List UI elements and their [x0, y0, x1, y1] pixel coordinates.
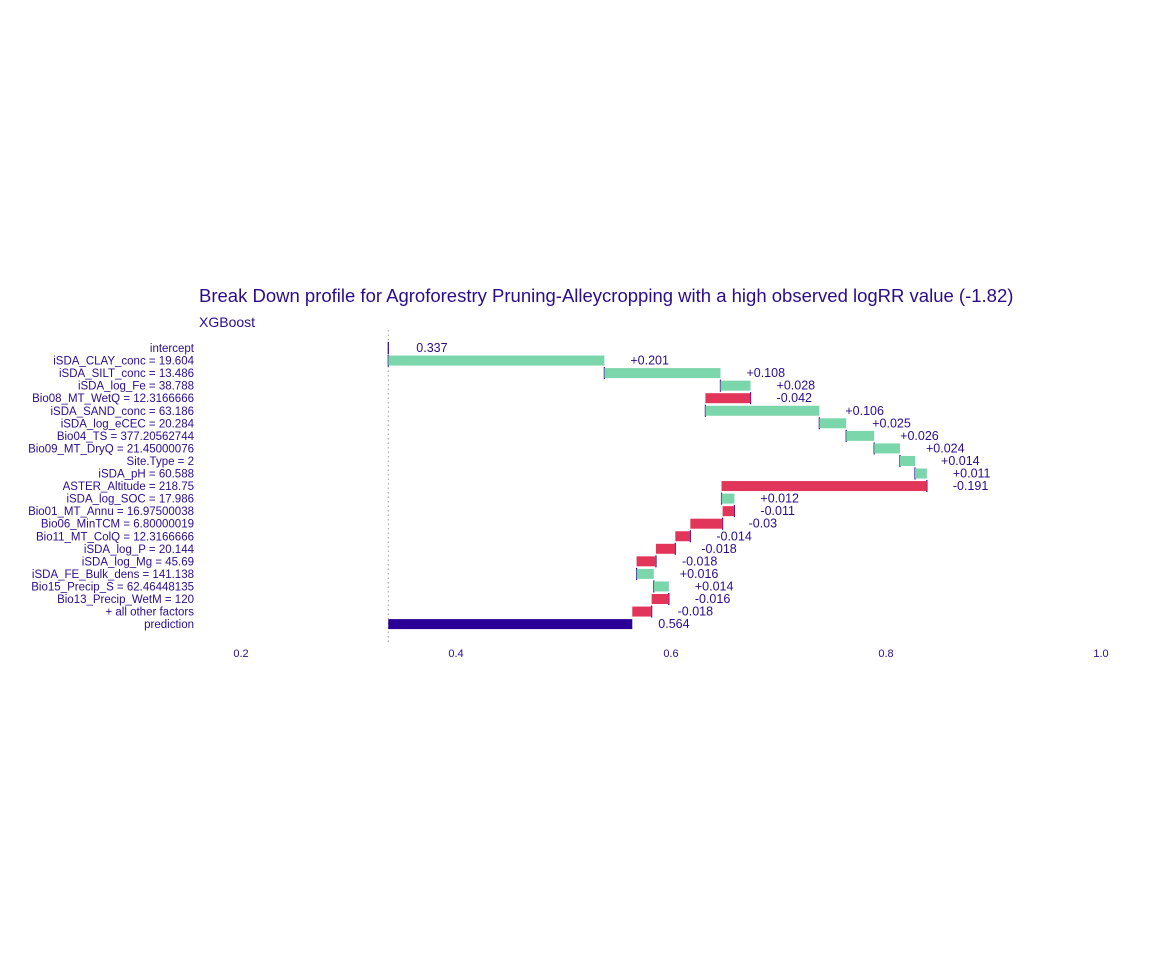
bar-19 [653, 581, 669, 592]
row-label-13: Bio01_MT_Annu = 16.97500038 [28, 506, 194, 518]
row-label-16: iSDA_log_P = 20.144 [84, 544, 195, 556]
value-label-14: -0.03 [749, 517, 778, 531]
row-label-3: iSDA_log_Fe = 38.788 [78, 381, 194, 393]
value-label-11: -0.191 [953, 479, 988, 493]
chart-subtitle: XGBoost [199, 314, 255, 330]
row-label-5: iSDA_SAND_conc = 63.186 [50, 406, 194, 418]
value-label-8: +0.024 [926, 441, 965, 455]
row-label-22: prediction [144, 619, 194, 631]
x-tick-label-2: 0.6 [663, 648, 678, 660]
row-label-9: Site.Type = 2 [127, 456, 194, 468]
bar-group [388, 355, 927, 630]
value-label-20: -0.016 [695, 592, 730, 606]
bar-12 [721, 493, 735, 504]
value-label-5: +0.106 [845, 404, 884, 418]
row-label-10: iSDA_pH = 60.588 [98, 469, 194, 481]
chart-title: Break Down profile for Agroforestry Prun… [199, 285, 1013, 306]
row-label-2: iSDA_SILT_conc = 13.486 [59, 368, 194, 380]
value-label-3: +0.028 [777, 379, 816, 393]
x-tick-label-4: 1.0 [1093, 648, 1108, 660]
bar-7 [846, 430, 875, 441]
value-label-18: +0.016 [680, 567, 719, 581]
bar-15 [675, 531, 691, 542]
row-label-0: intercept [150, 343, 195, 355]
bar-14 [690, 518, 723, 529]
value-labels: 0.337+0.201+0.108+0.028-0.042+0.106+0.02… [416, 341, 990, 631]
bar-9 [899, 455, 916, 466]
bar-6 [819, 418, 847, 429]
bar-16 [655, 543, 676, 554]
bar-3 [720, 380, 751, 391]
bar-2 [604, 368, 721, 379]
bar-22 [388, 619, 633, 630]
bar-11 [721, 481, 927, 492]
row-label-4: Bio08_MT_WetQ = 12.3166666 [32, 393, 194, 405]
row-label-17: iSDA_log_Mg = 45.69 [82, 556, 194, 568]
value-label-19: +0.014 [695, 579, 734, 593]
row-label-8: Bio09_MT_DryQ = 21.45000076 [28, 443, 194, 455]
value-label-16: -0.018 [701, 542, 736, 556]
bar-18 [636, 568, 654, 579]
value-label-22: 0.564 [658, 617, 689, 631]
value-label-17: -0.018 [682, 554, 717, 568]
bar-13 [722, 506, 735, 517]
x-tick-label-0: 0.2 [233, 648, 248, 660]
x-axis-ticks: 0.2 0.4 0.6 0.8 1.0 [233, 648, 1108, 660]
bar-10 [915, 468, 927, 479]
value-label-1: +0.201 [630, 354, 669, 368]
bar-17 [636, 556, 656, 567]
bar-21 [632, 606, 652, 617]
value-label-10: +0.011 [953, 467, 991, 481]
bar-5 [705, 405, 820, 416]
value-label-6: +0.025 [872, 416, 911, 430]
row-label-19: Bio15_Precip_S = 62.46448135 [31, 581, 194, 593]
row-label-21: + all other factors [105, 607, 194, 619]
row-label-15: Bio11_MT_ColQ = 12.3166666 [36, 531, 194, 543]
row-label-18: iSDA_FE_Bulk_dens = 141.138 [32, 569, 194, 581]
bar-1 [388, 355, 605, 366]
value-label-9: +0.014 [941, 454, 980, 468]
x-tick-label-1: 0.4 [448, 648, 463, 660]
connector-lines [387, 342, 928, 618]
bar-20 [651, 594, 669, 604]
value-label-13: -0.011 [760, 504, 795, 518]
row-label-1: iSDA_CLAY_conc = 19.604 [53, 356, 194, 368]
value-label-2: +0.108 [746, 366, 785, 380]
row-label-11: ASTER_Altitude = 218.75 [63, 481, 194, 493]
value-label-0: 0.337 [416, 341, 447, 355]
value-label-15: -0.014 [716, 529, 751, 543]
row-label-7: Bio04_TS = 377.20562744 [57, 431, 195, 443]
row-label-6: iSDA_log_eCEC = 20.284 [61, 418, 195, 430]
row-label-20: Bio13_Precip_WetM = 120 [57, 594, 194, 606]
bar-4 [705, 393, 751, 404]
value-label-7: +0.026 [900, 429, 939, 443]
x-tick-label-3: 0.8 [878, 648, 893, 660]
value-label-4: -0.042 [777, 391, 812, 405]
value-label-21: -0.018 [678, 605, 713, 619]
bar-8 [874, 443, 900, 454]
value-label-12: +0.012 [760, 492, 799, 506]
row-label-12: iSDA_log_SOC = 17.986 [66, 494, 194, 506]
row-label-14: Bio06_MinTCM = 6.80000019 [41, 519, 194, 531]
